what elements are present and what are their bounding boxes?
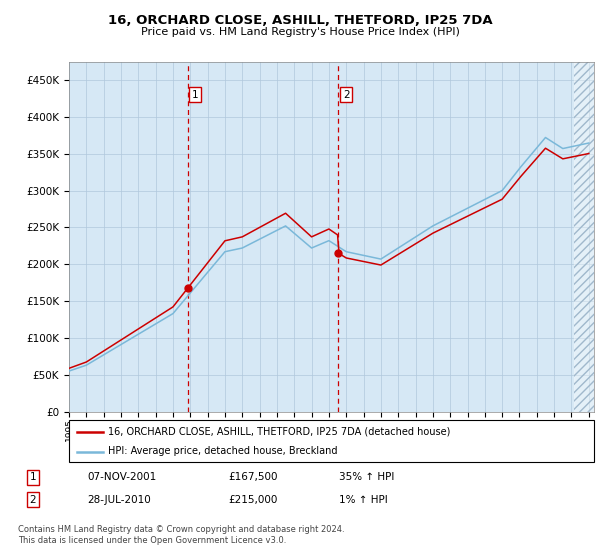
Text: Contains HM Land Registry data © Crown copyright and database right 2024.
This d: Contains HM Land Registry data © Crown c…: [18, 525, 344, 545]
Bar: [574, 62, 594, 412]
Text: £215,000: £215,000: [228, 494, 277, 505]
Text: 07-NOV-2001: 07-NOV-2001: [87, 472, 156, 482]
Bar: [574, 62, 594, 412]
Text: 2: 2: [29, 494, 37, 505]
Text: 1% ↑ HPI: 1% ↑ HPI: [339, 494, 388, 505]
Text: 16, ORCHARD CLOSE, ASHILL, THETFORD, IP25 7DA (detached house): 16, ORCHARD CLOSE, ASHILL, THETFORD, IP2…: [109, 427, 451, 437]
Text: 28-JUL-2010: 28-JUL-2010: [87, 494, 151, 505]
Text: Price paid vs. HM Land Registry's House Price Index (HPI): Price paid vs. HM Land Registry's House …: [140, 27, 460, 37]
Text: 35% ↑ HPI: 35% ↑ HPI: [339, 472, 394, 482]
Text: £167,500: £167,500: [228, 472, 277, 482]
Text: 1: 1: [192, 90, 199, 100]
Text: HPI: Average price, detached house, Breckland: HPI: Average price, detached house, Brec…: [109, 446, 338, 456]
Text: 2: 2: [343, 90, 349, 100]
Text: 16, ORCHARD CLOSE, ASHILL, THETFORD, IP25 7DA: 16, ORCHARD CLOSE, ASHILL, THETFORD, IP2…: [107, 14, 493, 27]
Text: 1: 1: [29, 472, 37, 482]
